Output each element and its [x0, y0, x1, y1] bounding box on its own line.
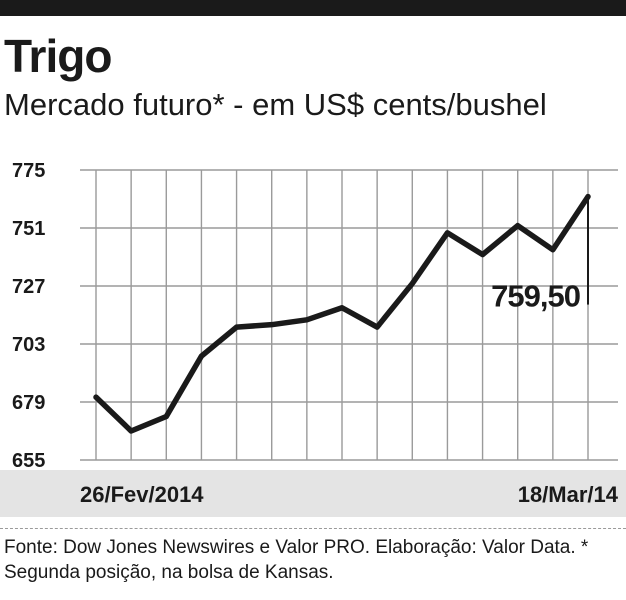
chart-subtitle: Mercado futuro* - em US$ cents/bushel [4, 87, 547, 122]
last-value-label: 759,50 [491, 279, 580, 314]
top-rule [0, 0, 626, 16]
footer-divider [0, 528, 626, 530]
x-tick-label-start: 26/Fev/2014 [80, 482, 204, 507]
x-axis-band [0, 470, 626, 517]
y-tick-label: 727 [12, 276, 45, 298]
chart-title: Trigo [4, 30, 112, 82]
source-note: Fonte: Dow Jones Newswires e Valor PRO. … [4, 537, 589, 583]
y-tick-label: 775 [12, 160, 45, 182]
x-tick-label-end: 18/Mar/14 [518, 482, 619, 507]
y-tick-label: 679 [12, 392, 45, 414]
line-chart: 775 751 727 703 679 655 759,50 26/Fev/2014 18/Ma… [0, 160, 626, 517]
y-tick-label: 655 [12, 450, 45, 472]
y-tick-label: 703 [12, 334, 45, 356]
series-line [93, 193, 591, 434]
y-tick-label: 751 [12, 218, 45, 240]
